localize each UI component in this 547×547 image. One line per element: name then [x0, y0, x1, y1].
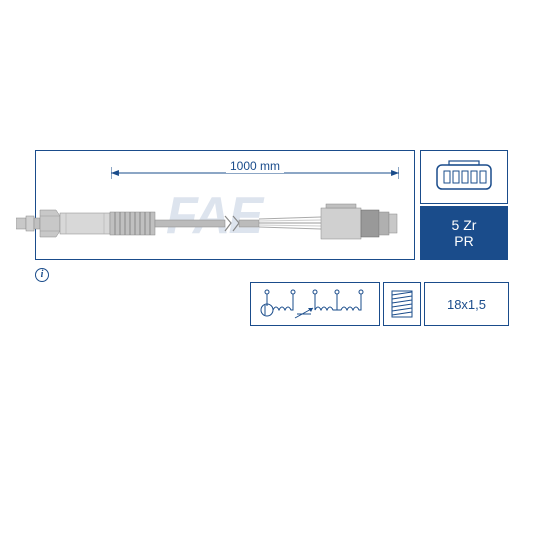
- dimension-label: 1000 mm: [226, 159, 284, 173]
- spec-line-1: 5 Zr: [452, 217, 477, 233]
- spec-box: 5 Zr PR: [420, 206, 508, 260]
- info-icon[interactable]: i: [35, 268, 49, 282]
- circuit-diagram-box: [250, 282, 380, 326]
- sensor-drawing: [16, 196, 416, 251]
- main-drawing-box: 1000 mm FAE: [35, 150, 415, 260]
- side-panel: 5 Zr PR: [420, 150, 508, 260]
- thread-icon: [387, 287, 417, 321]
- dimension-line: 1000 mm: [111, 163, 399, 183]
- connector-face-icon: [429, 157, 499, 197]
- spec-line-2: PR: [454, 233, 473, 249]
- circuit-icon: [255, 286, 375, 322]
- diagram-container: 1000 mm FAE: [35, 150, 512, 260]
- bottom-row: 18x1,5: [250, 282, 509, 326]
- thread-spec-box: 18x1,5: [424, 282, 509, 326]
- thread-spec-label: 18x1,5: [447, 297, 486, 312]
- connector-diagram-box: [420, 150, 508, 204]
- thread-icon-box: [383, 282, 421, 326]
